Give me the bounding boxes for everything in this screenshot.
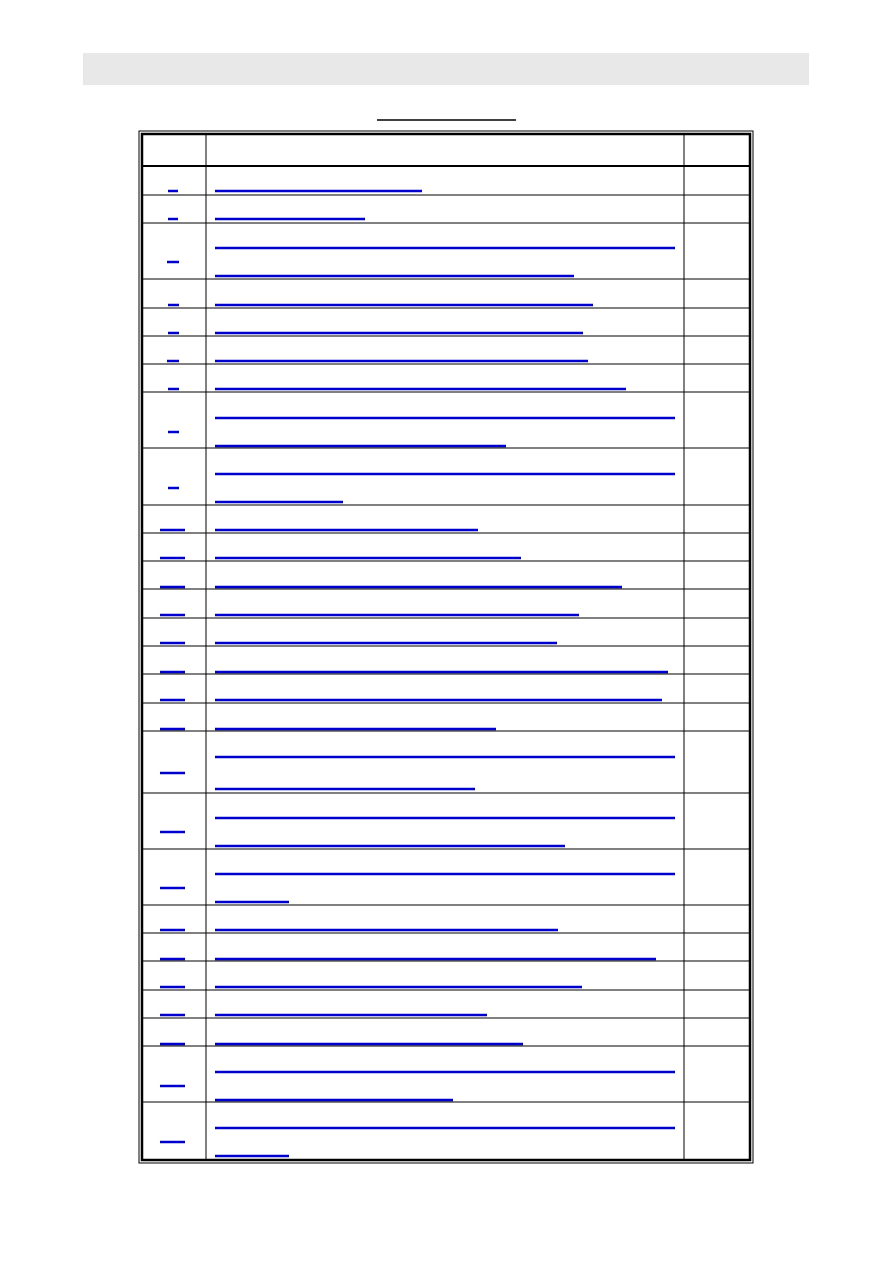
header-bar [83, 53, 809, 85]
table-outer-border [138, 130, 754, 1164]
table-inner-border [140, 132, 752, 1162]
table-grid [142, 134, 750, 1160]
link-list [160, 189, 675, 1158]
